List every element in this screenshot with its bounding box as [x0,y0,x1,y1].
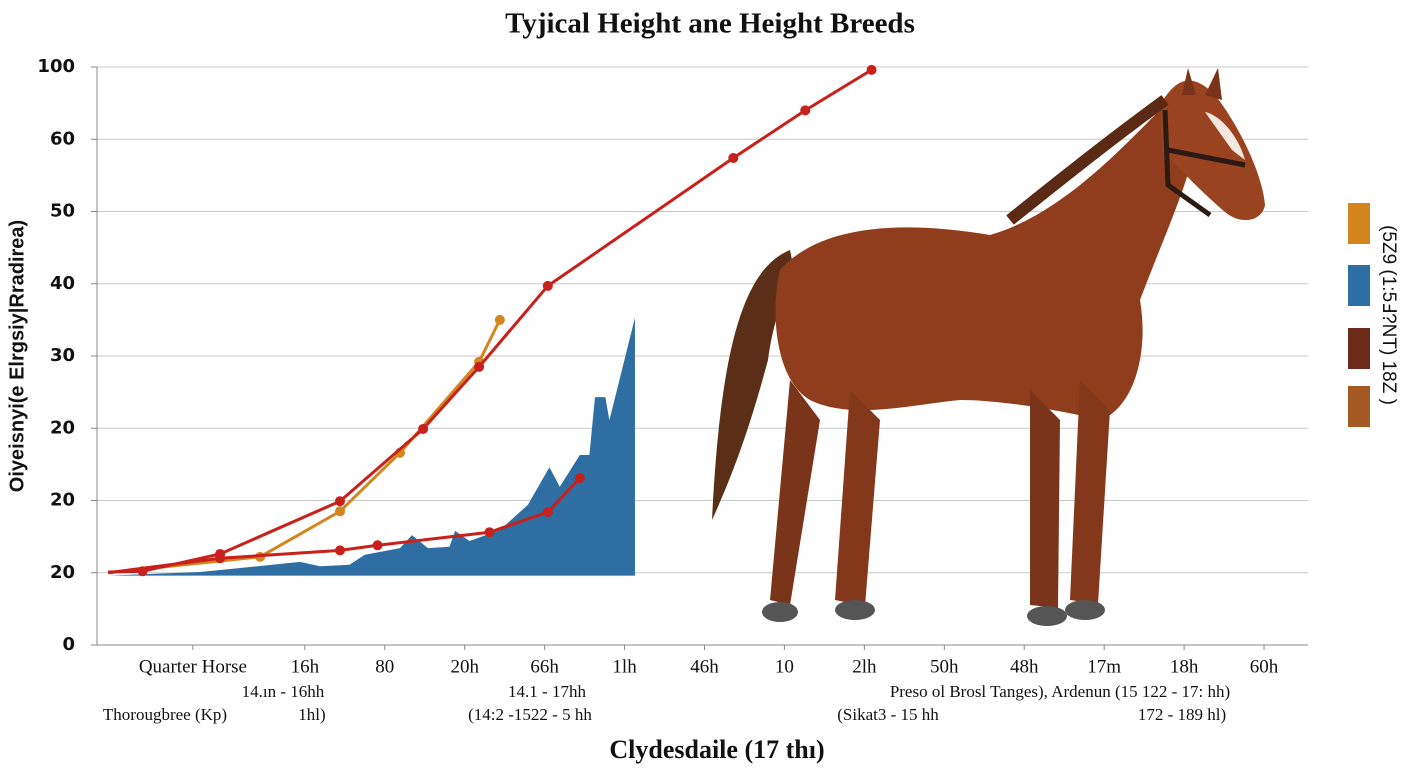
annotation: 14.ın - 16hh [242,682,325,701]
x-tick-label: 80 [375,656,394,677]
x-tick-label: 20h [450,656,479,677]
x-tick-label: 60h [1250,656,1279,677]
x-tick-label: 16h [291,656,320,677]
y-tick-label: 40 [50,273,75,294]
y-tick-label: 20 [50,417,75,438]
x-tick-label: Quarter Horse [139,656,247,677]
marker [494,314,505,325]
marker [334,545,345,556]
chart-title: Tyjical Height ane Height Breeds [505,8,915,40]
annotation: Preso ol Brosl Tanges), Ardenun (15 122 … [890,682,1230,701]
annotation: 1hl) [298,705,325,724]
x-axis-label: Clydesdaile (17 thı) [609,735,824,764]
legend-swatch [1348,265,1370,306]
legend-swatch [1348,203,1370,244]
annotation: (Sikat3 - 15 hh [837,705,939,724]
marker [334,496,345,507]
y-tick-label: 0 [62,634,75,655]
y-tick-label: 20 [50,490,75,511]
marker [542,280,553,291]
y-tick-label: 20 [50,562,75,583]
x-tick-label: 46h [690,656,719,677]
marker [800,105,811,116]
marker [574,473,585,484]
line [108,319,502,575]
annotation: 14.1 - 17hh [508,682,586,701]
marker [542,507,553,518]
x-tick-label: 48h [1010,656,1039,677]
legend: (5Z9 (1:5Ⅎ?NT) 18Z ) [1348,203,1399,427]
marker [215,553,226,564]
marker [334,506,345,517]
horse-illustration [712,68,1265,626]
x-tick-label: 2lh [852,656,877,677]
y-tick-label: 100 [37,56,75,77]
y-tick-label: 60 [50,128,75,149]
marker [866,64,877,75]
x-tick-label: 1lh [612,656,637,677]
marker [484,527,495,538]
annotation: Thorougbree (Kp) [103,705,227,724]
x-tick-label: 50h [930,656,959,677]
legend-label: (5Z9 (1:5Ⅎ?NT) 18Z ) [1378,225,1399,405]
marker [372,540,383,551]
x-tick-label: 10 [775,656,794,677]
marker [474,361,485,372]
area [108,317,635,576]
y-tick-label: 50 [50,201,75,222]
x-tick-label: 17m [1087,656,1121,677]
annotation: 172 - 189 hl) [1138,705,1226,724]
legend-swatch [1348,386,1370,427]
x-tick-label: 66h [530,656,559,677]
x-tick-label: 18h [1170,656,1199,677]
y-axis-label: Oiyeisnyi(e Elrgsiy|Rradirea) [6,220,28,492]
y-tick-label: 30 [50,345,75,366]
marker [418,423,429,434]
legend-swatch [1348,328,1370,369]
annotation: (14:2 -1522 - 5 hh [468,705,592,724]
marker [728,153,739,164]
